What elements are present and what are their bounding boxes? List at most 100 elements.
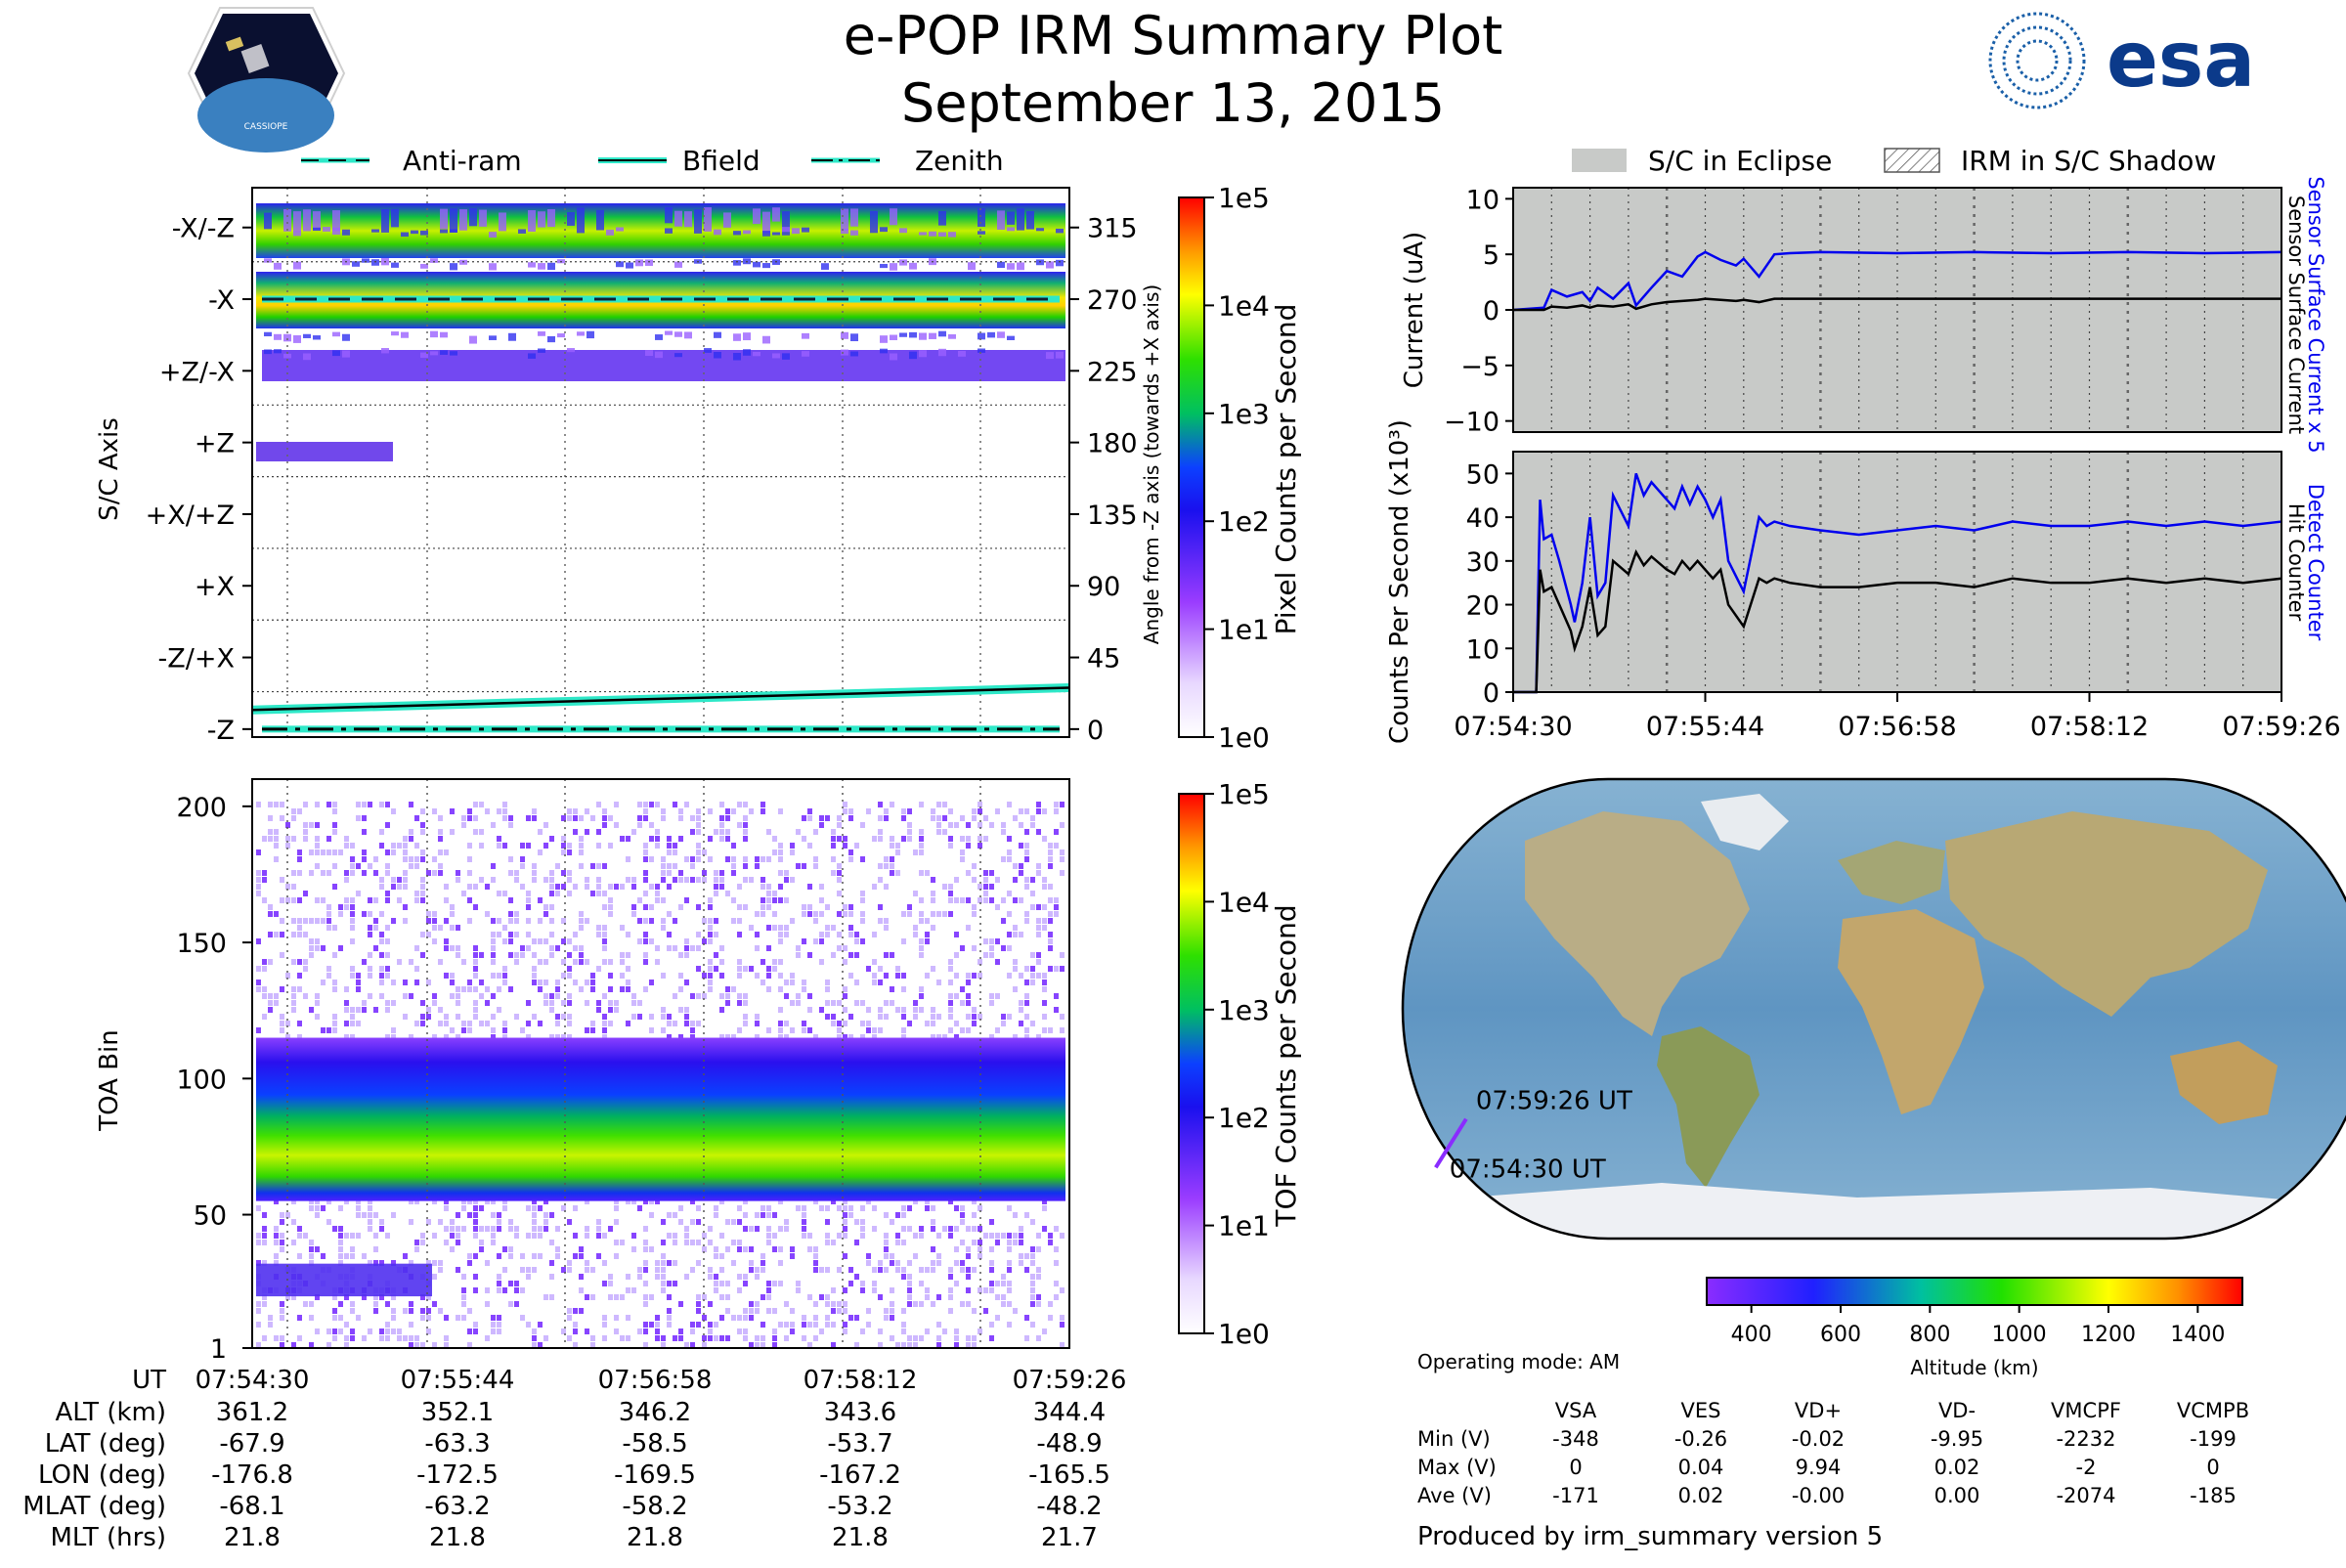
tof-noise-cell: [291, 1342, 296, 1348]
tof-noise-cell: [631, 1287, 636, 1293]
tof-noise-cell: [608, 959, 613, 965]
tof-noise-cell: [344, 1007, 349, 1013]
tof-noise-cell: [802, 980, 806, 985]
ephemeris-row-label: UT: [132, 1366, 166, 1395]
tof-noise-cell: [972, 877, 977, 883]
tof-noise-cell: [913, 925, 918, 931]
tof-noise-cell: [403, 1253, 408, 1259]
tof-noise-cell: [1024, 843, 1029, 849]
tof-noise-cell: [678, 952, 683, 958]
tof-noise-cell: [590, 1027, 595, 1033]
tof-noise-cell: [843, 993, 847, 999]
pixel-noise-cell: [499, 212, 506, 232]
tof-noise-cell: [450, 993, 455, 999]
tof-noise-cell: [456, 993, 460, 999]
tof-noise-cell: [1042, 918, 1047, 924]
voltage-cell: -2074: [2056, 1484, 2115, 1507]
tof-noise-cell: [321, 1205, 326, 1211]
tof-noise-cell: [297, 870, 302, 876]
tof-noise-cell: [350, 1007, 355, 1013]
tof-noise-cell: [643, 802, 648, 807]
tof-noise-cell: [848, 1034, 853, 1040]
tof-noise-cell: [714, 1322, 718, 1328]
tof-noise-cell: [907, 1226, 912, 1232]
tof-noise-cell: [766, 904, 771, 910]
pixel-noise-cell: [997, 331, 1005, 338]
tof-noise-cell: [291, 1000, 296, 1006]
current-right-label-black: Sensor Surface Current: [2284, 196, 2308, 434]
tof-noise-cell: [637, 815, 642, 821]
tof-noise-cell: [860, 1205, 865, 1211]
tof-noise-cell: [1060, 1342, 1064, 1348]
tof-noise-cell: [620, 1240, 625, 1245]
tof-noise-cell: [414, 843, 419, 849]
tof-noise-cell: [379, 911, 384, 917]
tof-noise-cell: [848, 849, 853, 855]
tof-secondary-band: [256, 1263, 432, 1297]
tof-noise-cell: [890, 843, 894, 849]
tof-noise-cell: [414, 815, 419, 821]
tof-noise-cell: [567, 877, 572, 883]
tof-noise-cell: [696, 849, 701, 855]
ephemeris-cell: -58.2: [622, 1492, 687, 1521]
tof-noise-cell: [285, 836, 290, 842]
ephemeris-cell: 21.8: [832, 1523, 889, 1552]
tof-noise-cell: [626, 1335, 630, 1341]
tof-noise-cell: [409, 863, 413, 869]
tof-noise-cell: [837, 1233, 842, 1239]
tof-noise-cell: [602, 1034, 607, 1040]
pixel-noise-cell: [538, 331, 545, 336]
tof-noise-cell: [309, 1007, 314, 1013]
colorbar-tick-label: 1e4: [1218, 289, 1270, 322]
pixel-noise-cell: [293, 211, 301, 233]
pixel-ytick-label-left: +X: [195, 572, 235, 602]
pixel-noise-cell: [274, 349, 282, 354]
tof-noise-cell: [966, 822, 971, 828]
tof-noise-cell: [919, 1301, 924, 1307]
tof-noise-cell: [467, 870, 472, 876]
tof-noise-cell: [925, 973, 930, 979]
tof-noise-cell: [596, 1219, 601, 1225]
tof-noise-cell: [1019, 1260, 1023, 1266]
tof-noise-cell: [766, 986, 771, 992]
tof-noise-cell: [526, 1322, 531, 1328]
tof-noise-cell: [274, 1000, 279, 1006]
tof-noise-cell: [901, 986, 906, 992]
tof-noise-cell: [590, 1267, 595, 1273]
pixel-noise-cell: [870, 210, 878, 234]
tof-noise-cell: [332, 849, 337, 855]
tof-noise-cell: [309, 822, 314, 828]
tof-noise-cell: [368, 952, 372, 958]
tof-noise-cell: [520, 1267, 525, 1273]
tof-noise-cell: [321, 945, 326, 951]
xtick-label: 07:59:26: [2222, 712, 2340, 742]
tof-noise-cell: [989, 1000, 994, 1006]
pixel-noise-cell: [948, 232, 956, 238]
tof-noise-cell: [368, 993, 372, 999]
tof-noise-cell: [444, 945, 449, 951]
tof-noise-cell: [837, 1205, 842, 1211]
tof-noise-cell: [391, 1308, 396, 1314]
tof-noise-cell: [526, 1000, 531, 1006]
tof-noise-cell: [491, 973, 496, 979]
tof-noise-cell: [520, 1027, 525, 1033]
tof-noise-cell: [332, 863, 337, 869]
pixel-noise-cell: [362, 258, 369, 263]
tof-noise-cell: [614, 822, 619, 828]
tof-noise-cell: [1007, 1246, 1012, 1252]
tof-noise-cell: [843, 1287, 847, 1293]
tof-noise-cell: [332, 802, 337, 807]
tof-noise-cell: [590, 1335, 595, 1341]
tof-noise-cell: [643, 932, 648, 937]
tof-noise-cell: [778, 897, 783, 903]
tof-noise-cell: [538, 980, 543, 985]
tof-noise-cell: [919, 843, 924, 849]
tof-noise-cell: [526, 891, 531, 896]
tof-noise-cell: [673, 863, 677, 869]
tof-noise-cell: [491, 993, 496, 999]
tof-noise-cell: [972, 1198, 977, 1204]
tof-noise-cell: [1013, 863, 1018, 869]
tof-noise-cell: [268, 932, 273, 937]
tof-noise-cell: [966, 973, 971, 979]
tof-noise-cell: [866, 1007, 871, 1013]
